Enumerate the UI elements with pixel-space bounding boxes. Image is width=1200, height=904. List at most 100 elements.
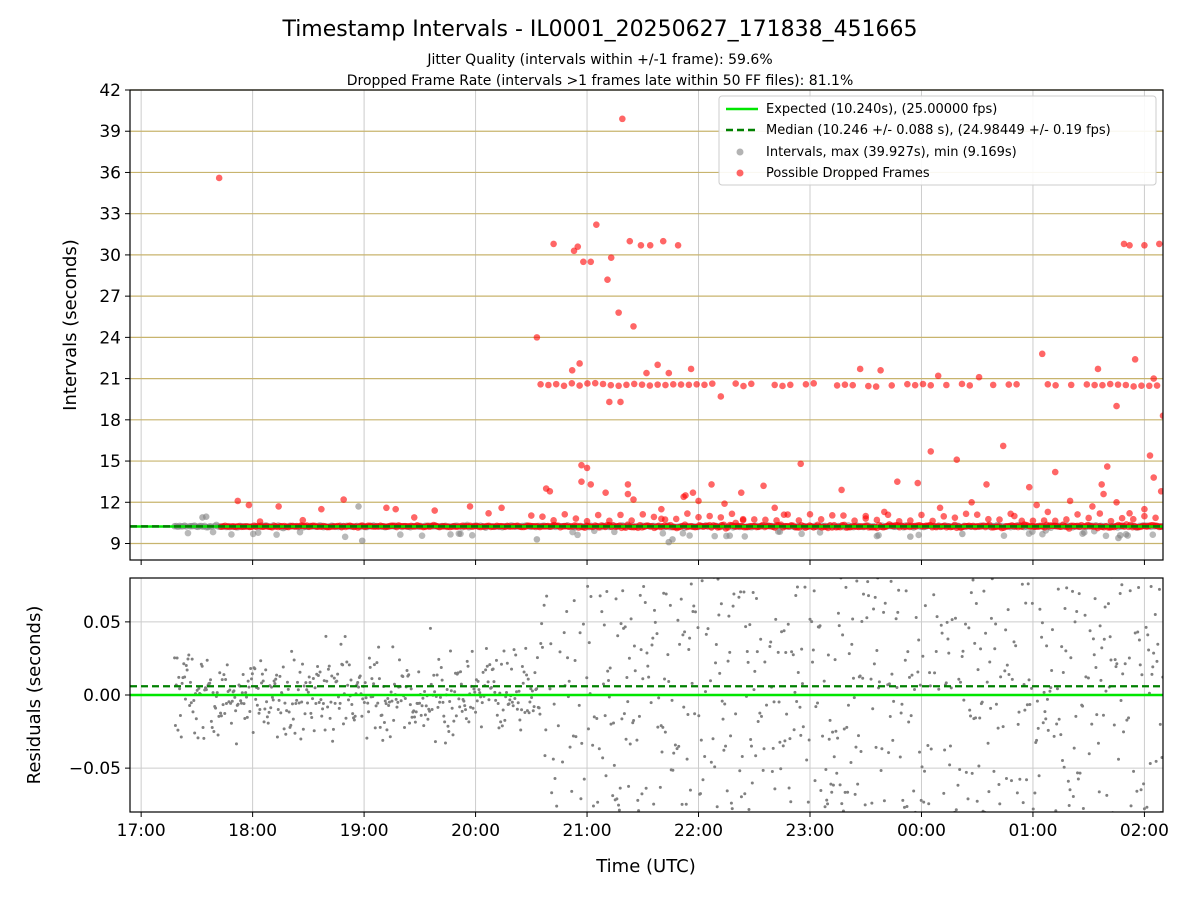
residual-point: [232, 689, 236, 693]
residual-point: [1058, 829, 1061, 832]
dropped-point: [550, 240, 557, 248]
residual-point: [1050, 668, 1054, 672]
residual-point: [871, 707, 875, 711]
residual-point: [408, 721, 412, 725]
residual-point: [851, 676, 855, 680]
dropped-point: [1138, 382, 1145, 390]
residual-point: [443, 741, 447, 745]
top-y-tick-label: 36: [99, 163, 121, 183]
top-y-tick-label: 9: [110, 535, 121, 555]
residual-point: [592, 715, 596, 719]
residual-point: [682, 705, 686, 709]
residual-point: [365, 736, 369, 740]
residual-point: [528, 700, 532, 704]
residual-point: [880, 747, 884, 751]
residual-point: [1096, 741, 1100, 745]
residual-point: [843, 790, 847, 794]
residual-point: [1044, 717, 1048, 721]
residual-point: [190, 657, 194, 661]
residual-point: [709, 679, 713, 683]
dropped-point: [639, 511, 647, 518]
residual-point: [692, 604, 696, 608]
residual-point: [319, 698, 323, 702]
dropped-point: [591, 379, 599, 387]
dropped-point: [1129, 515, 1137, 523]
residual-point: [699, 738, 703, 742]
residual-point: [475, 699, 479, 703]
residual-point: [762, 747, 766, 751]
residual-point: [595, 717, 599, 721]
residual-point: [737, 595, 741, 599]
residual-point: [473, 690, 477, 694]
interval-point: [741, 533, 749, 540]
bottom-data-layer: [130, 578, 1163, 832]
dropped-point: [760, 482, 767, 490]
residual-point: [413, 715, 417, 719]
residual-point: [1112, 723, 1116, 727]
dropped-point: [873, 516, 881, 524]
residual-point: [1006, 608, 1010, 612]
residual-point: [964, 622, 968, 626]
x-tick-label: 19:00: [340, 821, 389, 841]
residual-point: [887, 751, 891, 755]
residual-point: [1015, 791, 1019, 795]
residual-point: [1040, 635, 1044, 639]
dropped-point: [1013, 381, 1020, 388]
residual-point: [714, 643, 718, 647]
residual-point: [755, 650, 759, 654]
residual-point: [507, 702, 511, 706]
dropped-point: [392, 505, 399, 513]
residual-point: [378, 725, 382, 729]
residual-point: [964, 770, 968, 774]
residual-point: [485, 664, 489, 668]
dropped-point: [574, 243, 582, 250]
residual-point: [311, 677, 315, 681]
residual-point: [514, 653, 518, 657]
residual-point: [801, 725, 805, 729]
residual-point: [426, 717, 430, 721]
residual-point: [372, 682, 376, 686]
dropped-point: [989, 381, 997, 389]
residual-point: [779, 767, 783, 771]
residual-point: [267, 710, 271, 714]
residual-point: [950, 618, 954, 622]
interval-point: [726, 532, 734, 539]
residual-point: [874, 745, 878, 749]
residual-point: [308, 680, 312, 684]
residual-point: [445, 688, 449, 692]
residual-point: [1037, 774, 1041, 778]
residual-point: [471, 706, 475, 710]
residual-point: [184, 663, 188, 667]
residual-point: [1079, 817, 1082, 820]
residual-point: [374, 704, 378, 708]
residual-point: [953, 616, 957, 620]
residual-point: [259, 659, 263, 663]
residual-point: [1038, 607, 1042, 611]
x-tick-label: 20:00: [451, 821, 500, 841]
residual-point: [837, 624, 841, 628]
residual-point: [647, 675, 651, 679]
residual-point: [675, 747, 679, 751]
residual-point: [403, 725, 407, 729]
residual-point: [548, 687, 552, 691]
residual-point: [732, 592, 736, 596]
residual-point: [239, 699, 243, 703]
residual-point: [290, 702, 294, 706]
dropped-point: [275, 503, 282, 510]
residual-point: [1050, 628, 1054, 632]
residual-point: [464, 717, 468, 721]
residual-point: [1153, 612, 1157, 616]
interval-point: [816, 529, 824, 536]
residual-point: [441, 700, 445, 704]
residual-point: [222, 673, 226, 677]
residual-point: [934, 650, 938, 654]
residual-point: [846, 703, 850, 707]
residual-point: [615, 797, 619, 801]
residual-point: [310, 715, 314, 719]
residual-point: [1045, 644, 1049, 648]
residual-point: [644, 786, 648, 790]
dropped-point: [1029, 517, 1037, 525]
residual-point: [943, 748, 947, 752]
residual-point: [734, 712, 738, 716]
dropped-point: [1063, 516, 1070, 523]
